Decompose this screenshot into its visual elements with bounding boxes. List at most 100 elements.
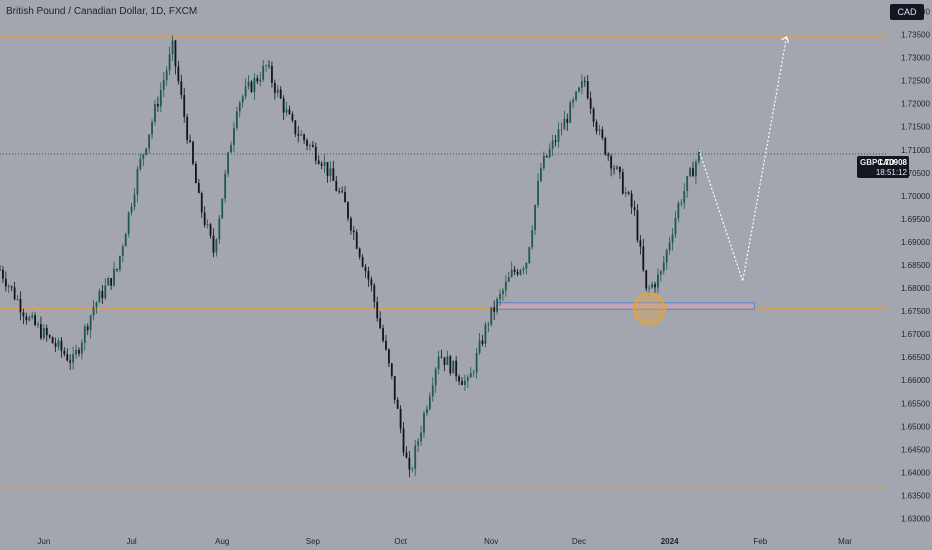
candle-body (180, 81, 183, 96)
y-tick-label: 1.65500 (901, 399, 930, 408)
candle-body (387, 349, 390, 364)
candle-body (402, 428, 405, 453)
candle-body (159, 89, 162, 107)
candle-body (34, 315, 36, 326)
candle-body (306, 140, 308, 146)
candle-body (545, 155, 548, 157)
candle-body (279, 89, 282, 99)
candle-body (250, 81, 253, 92)
y-tick-label: 1.73500 (901, 31, 930, 40)
candle-body (636, 210, 639, 241)
candle-body (57, 340, 60, 347)
candle-body (51, 337, 54, 344)
candle-body (496, 298, 499, 312)
candle-body (560, 129, 563, 131)
candle-body (271, 66, 273, 83)
candle-body (431, 385, 434, 397)
candle-body (484, 324, 487, 344)
candle-body (440, 356, 443, 358)
candle-body (633, 207, 636, 211)
candle-body (326, 162, 329, 176)
candle-body (235, 111, 238, 129)
currency-button[interactable]: CAD (890, 4, 924, 20)
candle-body (89, 315, 92, 331)
candle-body (192, 141, 194, 164)
candle-body (347, 202, 349, 219)
y-tick-label: 1.73000 (901, 54, 930, 63)
candle-body (171, 40, 174, 55)
candle-body (385, 340, 387, 350)
candle-body (13, 287, 16, 300)
candle-body (390, 363, 393, 377)
candle-body (124, 233, 127, 247)
candle-body (566, 118, 569, 123)
symbol-title: British Pound / Canadian Dollar, 1D, FXC… (6, 6, 198, 17)
candle-body (437, 356, 440, 370)
candle-body (417, 441, 420, 446)
candle-body (4, 278, 7, 287)
candle-body (499, 293, 501, 299)
candle-body (338, 190, 341, 192)
candle-body (104, 285, 107, 299)
candle-body (31, 315, 34, 318)
candle-body (586, 81, 589, 99)
candle-body (241, 96, 244, 103)
candle-body (671, 234, 674, 244)
candle-body (487, 324, 490, 326)
candle-body (548, 148, 551, 157)
candle-body (648, 287, 651, 289)
candle-body (273, 82, 276, 93)
candle-body (455, 360, 458, 377)
candle-body (695, 161, 697, 177)
projection-path (698, 36, 788, 282)
candle-body (262, 65, 265, 80)
y-tick-label: 1.70000 (901, 192, 930, 201)
candle-body (186, 116, 189, 141)
candle-body (130, 206, 133, 213)
y-tick-label: 1.63000 (901, 514, 930, 523)
candle-body (645, 270, 648, 289)
candle-body (168, 54, 171, 71)
highlight-circle (633, 292, 666, 325)
price-label-symbol: GBPCAD (860, 158, 895, 167)
candle-body (683, 190, 686, 204)
candle-body (513, 269, 516, 272)
candle-body (449, 356, 452, 374)
candle-body (80, 342, 83, 354)
candle-body (364, 266, 367, 272)
candle-body (393, 376, 396, 400)
y-tick-label: 1.71500 (901, 123, 930, 132)
candle-body (212, 235, 215, 253)
candle-body (697, 149, 700, 162)
candle-body (540, 168, 542, 182)
candle-body (376, 301, 379, 319)
candle-body (446, 356, 449, 365)
candle-body (466, 377, 469, 381)
candle-body (411, 468, 414, 470)
candle-body (72, 354, 75, 363)
candle-body (689, 168, 691, 177)
x-tick-label: Jul (126, 537, 136, 546)
y-tick-label: 1.65000 (901, 422, 930, 431)
candle-body (537, 181, 539, 205)
candle-body (686, 176, 689, 191)
candle-body (83, 326, 86, 343)
candle-body (630, 193, 633, 208)
candle-body (238, 102, 241, 112)
candle-body (300, 134, 303, 136)
candle-body (379, 318, 382, 329)
x-tick-label: Mar (838, 537, 852, 546)
candle-body (297, 134, 300, 136)
candle-body (136, 168, 139, 195)
candle-body (291, 114, 294, 121)
candle-body (101, 290, 104, 299)
candle-body (654, 284, 656, 288)
candle-body (92, 307, 95, 316)
candle-body (420, 432, 422, 442)
candle-body (174, 40, 177, 67)
candle-body (118, 255, 121, 270)
candle-body (621, 172, 624, 194)
candle-body (309, 144, 311, 146)
candle-body (113, 268, 115, 286)
